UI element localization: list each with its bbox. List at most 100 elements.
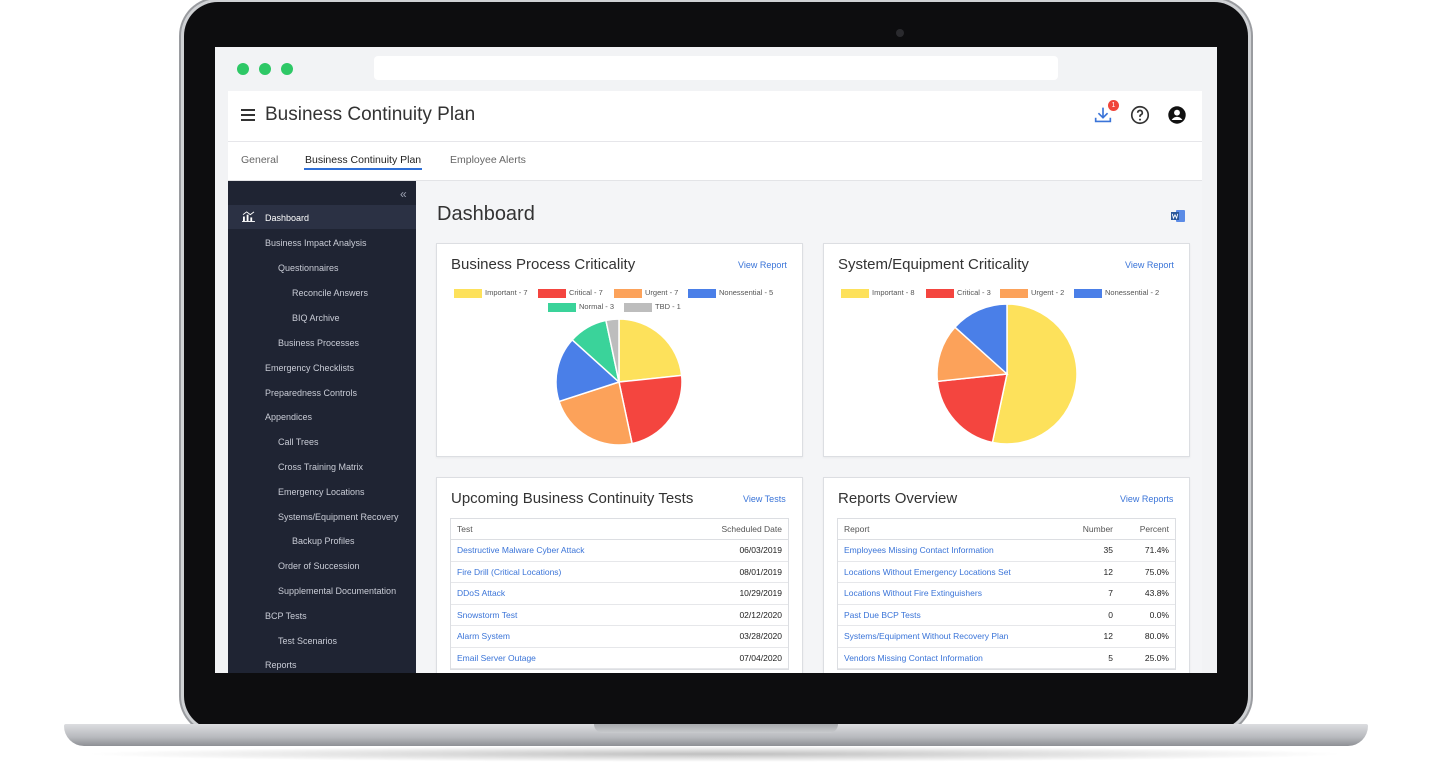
table-row: Vendors Missing Contact Information 5 25.0… — [838, 647, 1175, 669]
system-equipment-pie-chart — [936, 303, 1078, 445]
card-title: Upcoming Business Continuity Tests — [451, 490, 694, 507]
legend-tbd: TBD - 1 — [624, 302, 681, 312]
laptop-notch — [594, 724, 838, 733]
column-header-number[interactable]: Number — [1057, 519, 1119, 540]
report-number: 12 — [1057, 561, 1119, 583]
pie-slice-nonessential[interactable] — [555, 338, 621, 403]
sidebar-item-appendices[interactable]: Appendices — [265, 412, 313, 422]
test-name-link[interactable]: Destructive Malware Cyber Attack — [451, 539, 673, 562]
app-title: Business Continuity Plan — [265, 104, 476, 125]
address-bar[interactable] — [374, 56, 1058, 80]
column-header-scheduled-date[interactable]: Scheduled Date — [672, 519, 788, 540]
sidebar-item-systems-equipment-recovery[interactable]: Systems/Equipment Recovery — [278, 512, 399, 522]
reports-table: Report Number Percent Employees Missing … — [838, 519, 1175, 669]
sidebar-item-backup-profiles[interactable]: Backup Profiles — [292, 536, 355, 546]
sidebar-item-reconcile-answers[interactable]: Reconcile Answers — [292, 288, 369, 298]
column-header-report[interactable]: Report — [838, 519, 1057, 540]
scheduled-date: 02/12/2020 — [672, 604, 788, 626]
legend-critical: Critical - 3 — [926, 288, 991, 298]
hamburger-menu-icon[interactable] — [241, 109, 255, 121]
test-name-link[interactable]: Snowstorm Test — [451, 604, 673, 626]
report-number: 5 — [1057, 647, 1119, 669]
pie-slice-tbd[interactable] — [605, 318, 620, 383]
view-tests-link[interactable]: View Tests — [743, 494, 786, 504]
sidebar-item-questionnaires[interactable]: Questionnaires — [278, 263, 339, 273]
sidebar-item-business-impact-analysis[interactable]: Business Impact Analysis — [265, 238, 367, 248]
active-tab-indicator — [304, 168, 422, 170]
screen: Business Continuity Plan 1 General Busin… — [215, 47, 1217, 673]
sidebar-item-dashboard[interactable]: Dashboard — [265, 213, 310, 223]
table-row: Fire Drill (Critical Locations) 08/01/201… — [451, 561, 788, 583]
pie-slice-critical[interactable] — [936, 373, 1008, 444]
report-name-link[interactable]: Systems/Equipment Without Recovery Plan — [838, 625, 1057, 648]
word-export-icon[interactable] — [1171, 209, 1185, 223]
window-minimize-dot[interactable] — [259, 63, 271, 75]
table-row: Locations Without Emergency Locations Se… — [838, 561, 1175, 583]
table-row: DDoS Attack 10/29/2019 — [451, 582, 788, 605]
view-report-link[interactable]: View Report — [738, 260, 787, 270]
tests-table-wrapper: Test Scheduled Date Destructive Malware … — [450, 518, 789, 670]
column-header-test[interactable]: Test — [451, 519, 673, 540]
collapse-sidebar-icon[interactable]: « — [400, 187, 407, 201]
test-name-link[interactable]: Fire Drill (Critical Locations) — [451, 561, 673, 583]
table-header-row: Test Scheduled Date — [451, 519, 788, 540]
legend-normal: Normal - 3 — [548, 302, 614, 312]
legend-urgent: Urgent - 7 — [614, 288, 678, 298]
tab-employee-alerts[interactable]: Employee Alerts — [450, 154, 526, 166]
test-name-link[interactable]: DDoS Attack — [451, 582, 673, 605]
sidebar-item-business-processes[interactable]: Business Processes — [278, 338, 360, 348]
sidebar-item-bcp-tests[interactable]: BCP Tests — [265, 611, 307, 621]
camera — [896, 29, 904, 37]
test-name-link[interactable]: Alarm System — [451, 625, 673, 648]
sidebar-item-test-scenarios[interactable]: Test Scenarios — [278, 636, 338, 646]
report-percent: 43.8% — [1119, 582, 1175, 605]
pie-slice-urgent[interactable] — [558, 381, 633, 446]
tab-business-continuity-plan[interactable]: Business Continuity Plan — [305, 154, 422, 166]
reports-table-wrapper: Report Number Percent Employees Missing … — [837, 518, 1176, 670]
sidebar-item-emergency-locations[interactable]: Emergency Locations — [278, 487, 365, 497]
sidebar-item-preparedness-controls[interactable]: Preparedness Controls — [265, 388, 358, 398]
app-header: Business Continuity Plan 1 — [228, 91, 1202, 142]
column-header-percent[interactable]: Percent — [1119, 519, 1175, 540]
table-row: Alarm System 03/28/2020 — [451, 625, 788, 648]
sidebar-item-emergency-checklists[interactable]: Emergency Checklists — [265, 363, 355, 373]
legend-nonessential: Nonessential - 5 — [688, 288, 773, 298]
user-account-icon[interactable] — [1166, 104, 1188, 126]
sidebar-item-biq-archive[interactable]: BIQ Archive — [292, 313, 340, 323]
report-name-link[interactable]: Employees Missing Contact Information — [838, 539, 1057, 562]
table-row: Destructive Malware Cyber Attack 06/03/20… — [451, 539, 788, 562]
sidebar-item-call-trees[interactable]: Call Trees — [278, 437, 319, 447]
scheduled-date: 10/29/2019 — [672, 582, 788, 605]
pie-slice-urgent[interactable] — [936, 326, 1009, 383]
view-report-link[interactable]: View Report — [1125, 260, 1174, 270]
page-title: Dashboard — [437, 203, 535, 225]
report-number: 12 — [1057, 625, 1119, 648]
tab-general[interactable]: General — [241, 154, 279, 166]
dashboard-icon — [242, 211, 255, 222]
view-reports-link[interactable]: View Reports — [1120, 494, 1174, 504]
card-title: System/Equipment Criticality — [838, 256, 1029, 273]
download-icon[interactable] — [1092, 104, 1114, 126]
main-content: Dashboard Business Process Criticality V… — [416, 181, 1202, 673]
help-icon[interactable] — [1129, 104, 1151, 126]
pie-slice-critical[interactable] — [618, 374, 683, 445]
table-row: Locations Without Fire Extinguishers 7 43.… — [838, 582, 1175, 605]
sidebar-item-reports[interactable]: Reports — [265, 660, 297, 670]
window-close-dot[interactable] — [237, 63, 249, 75]
sidebar-item-supplemental-documentation[interactable]: Supplemental Documentation — [278, 586, 397, 596]
pie-slice-nonessential[interactable] — [953, 303, 1008, 376]
report-percent: 25.0% — [1119, 647, 1175, 669]
pie-slice-important[interactable] — [618, 318, 683, 383]
report-name-link[interactable]: Locations Without Fire Extinguishers — [838, 582, 1057, 605]
laptop-shadow — [80, 746, 1350, 762]
test-name-link[interactable]: Email Server Outage — [451, 647, 673, 669]
tab-bar: General Business Continuity Plan Employe… — [228, 142, 1202, 181]
sidebar-item-order-of-succession[interactable]: Order of Succession — [278, 561, 360, 571]
report-name-link[interactable]: Locations Without Emergency Locations Se… — [838, 561, 1057, 583]
card-title: Reports Overview — [838, 490, 958, 507]
report-name-link[interactable]: Past Due BCP Tests — [838, 604, 1057, 626]
pie-slice-important[interactable] — [991, 303, 1078, 445]
sidebar-item-cross-training-matrix[interactable]: Cross Training Matrix — [278, 462, 364, 472]
report-name-link[interactable]: Vendors Missing Contact Information — [838, 647, 1057, 669]
window-maximize-dot[interactable] — [281, 63, 293, 75]
